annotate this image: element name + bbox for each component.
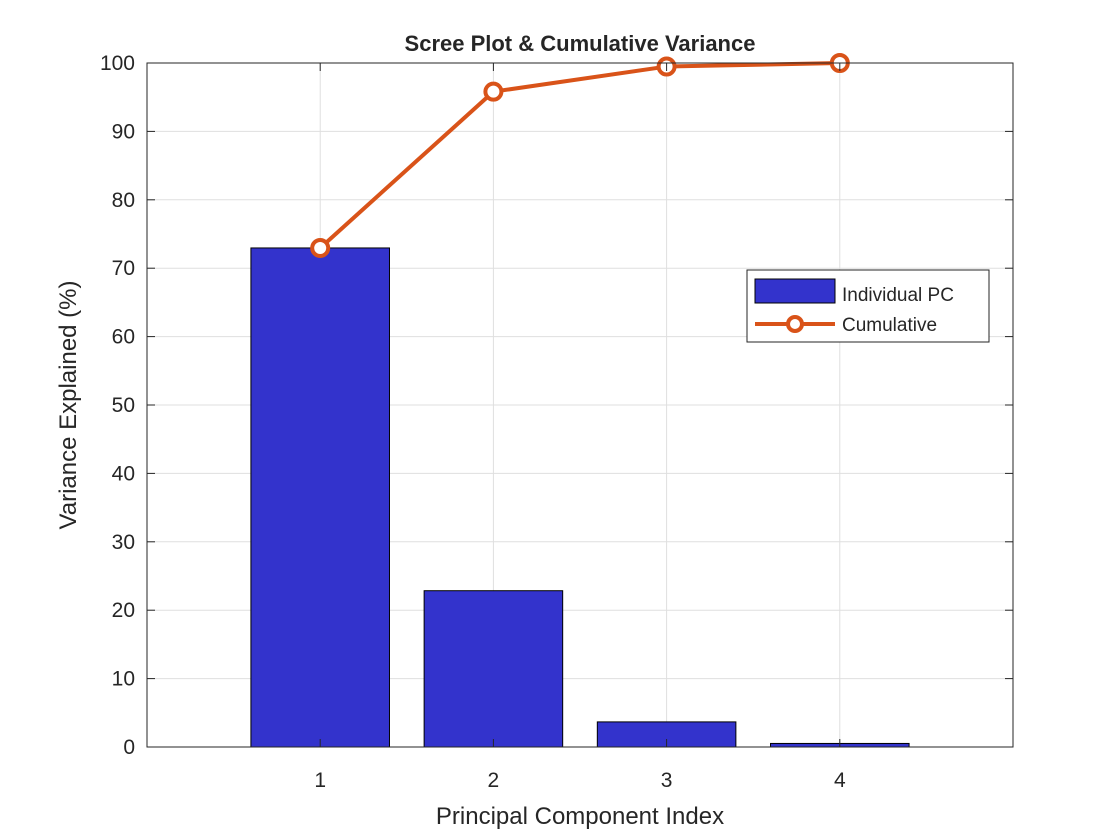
legend-swatch-cumulative-marker (786, 315, 804, 333)
y-tick-label: 100 (100, 52, 135, 75)
bar-series (250, 247, 910, 748)
legend: Individual PC Cumulative (746, 269, 990, 343)
cumulative-point-1 (310, 237, 331, 258)
y-tick-label: 0 (123, 736, 135, 759)
legend-swatch-individual (754, 278, 836, 304)
x-tick-label: 4 (834, 769, 846, 792)
y-tick-label: 20 (112, 599, 135, 622)
legend-label-cumulative: Cumulative (842, 315, 937, 336)
y-tick-label: 70 (112, 257, 135, 280)
cumulative-line (318, 61, 840, 250)
x-tick-label: 3 (661, 769, 673, 792)
y-tick-label: 80 (112, 189, 135, 212)
bar-pc-2 (423, 590, 564, 748)
chart-title: Scree Plot & Cumulative Variance (405, 31, 756, 56)
bar-pc-1 (250, 247, 390, 748)
y-axis-label: Variance Explained (%) (55, 280, 82, 529)
axis-ticks: 0 10 20 30 40 50 60 70 80 90 100 1 2 3 4 (100, 52, 1013, 792)
x-tick-label: 2 (488, 769, 500, 792)
y-tick-label: 60 (112, 326, 135, 349)
legend-label-individual: Individual PC (842, 285, 954, 306)
y-tick-label: 10 (112, 668, 135, 691)
y-tick-label: 40 (112, 462, 135, 485)
y-tick-label: 30 (112, 531, 135, 554)
y-tick-label: 50 (112, 394, 135, 417)
x-tick-label: 1 (314, 769, 326, 792)
cumulative-point-2 (483, 81, 504, 102)
y-tick-label: 90 (112, 120, 135, 143)
x-axis-label: Principal Component Index (436, 803, 724, 830)
